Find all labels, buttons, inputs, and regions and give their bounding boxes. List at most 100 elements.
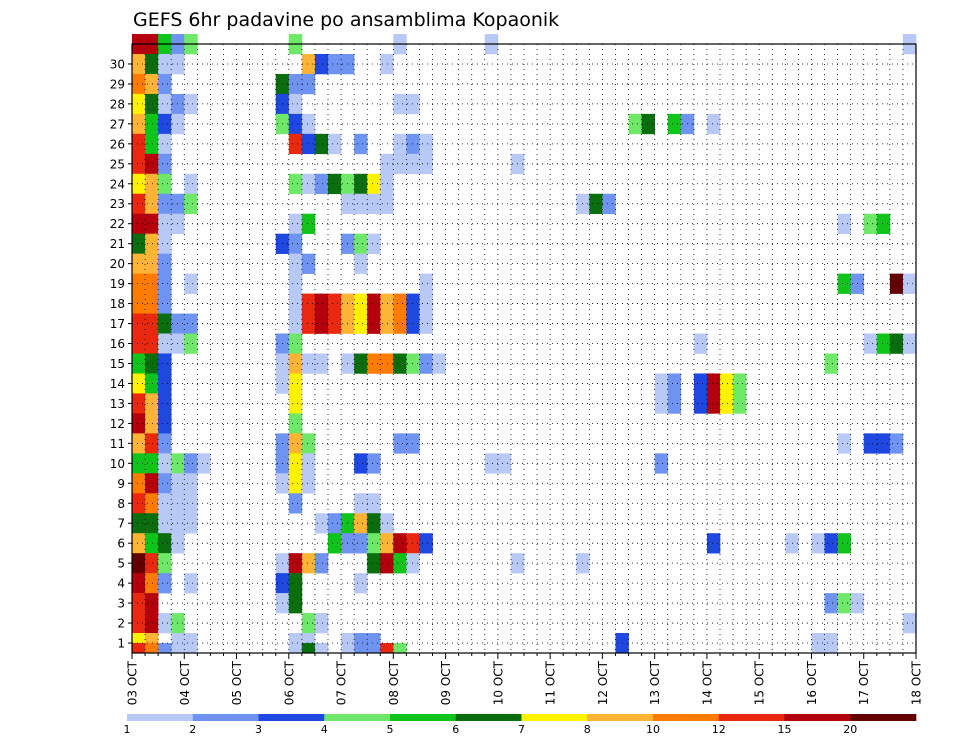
x-tick-label: 14 OCT bbox=[700, 660, 714, 705]
heatmap-cell bbox=[145, 273, 159, 294]
heatmap-cell bbox=[158, 153, 172, 175]
heatmap-cell bbox=[380, 513, 394, 534]
heatmap-cell bbox=[145, 193, 159, 215]
heatmap-cell bbox=[158, 293, 172, 314]
y-tick-label: 17 bbox=[110, 317, 125, 331]
heatmap-cell bbox=[419, 353, 433, 374]
legend-label: 2 bbox=[189, 723, 196, 736]
heatmap-cell bbox=[824, 533, 838, 554]
heatmap-cell bbox=[158, 273, 172, 294]
heatmap-cell bbox=[328, 513, 342, 534]
heatmap-cell bbox=[132, 433, 146, 454]
heatmap-cell bbox=[497, 453, 512, 474]
y-tick-label: 2 bbox=[117, 617, 125, 631]
heatmap-cells bbox=[132, 34, 917, 654]
heatmap-cell bbox=[889, 273, 904, 294]
heatmap-cell bbox=[158, 573, 172, 594]
heatmap-cell bbox=[328, 293, 342, 314]
heatmap-cell bbox=[876, 433, 891, 454]
heatmap-cell bbox=[132, 193, 146, 215]
heatmap-cell bbox=[380, 643, 394, 654]
heatmap-cell bbox=[145, 593, 159, 614]
heatmap-cell bbox=[158, 353, 172, 374]
heatmap-cell bbox=[367, 513, 381, 534]
heatmap-cell bbox=[132, 213, 146, 234]
heatmap-cell bbox=[367, 313, 381, 334]
legend-label: 15 bbox=[778, 723, 792, 736]
heatmap-cell bbox=[406, 313, 420, 334]
legend-label: 7 bbox=[518, 723, 525, 736]
heatmap-cell bbox=[706, 533, 721, 554]
heatmap-cell bbox=[367, 453, 381, 474]
heatmap-cell bbox=[158, 413, 172, 434]
grid-lines bbox=[132, 44, 916, 653]
heatmap-cell bbox=[184, 473, 198, 494]
heatmap-cell bbox=[876, 213, 891, 234]
heatmap-cell bbox=[132, 233, 146, 254]
heatmap-cell bbox=[693, 393, 708, 414]
heatmap-cell bbox=[393, 553, 407, 574]
heatmap-cell bbox=[158, 433, 172, 454]
y-tick-label: 15 bbox=[110, 357, 125, 371]
y-tick-label: 25 bbox=[110, 157, 125, 171]
heatmap-cell bbox=[145, 353, 159, 374]
heatmap-cell bbox=[837, 213, 851, 234]
legend-label: 4 bbox=[321, 723, 328, 736]
y-tick-label: 14 bbox=[110, 377, 125, 391]
legend-label: 12 bbox=[712, 723, 726, 736]
heatmap-cell bbox=[145, 73, 159, 95]
heatmap-cell bbox=[837, 273, 851, 294]
heatmap-cell bbox=[602, 193, 616, 215]
heatmap-cell bbox=[288, 393, 303, 414]
legend-swatch bbox=[324, 714, 391, 721]
heatmap-cell bbox=[314, 173, 329, 195]
heatmap-cell bbox=[354, 173, 368, 195]
y-tick-label: 10 bbox=[110, 457, 125, 471]
legend-swatch bbox=[521, 714, 588, 721]
heatmap-cell bbox=[184, 333, 198, 354]
heatmap-cell bbox=[419, 133, 433, 155]
heatmap-cell bbox=[197, 453, 211, 474]
heatmap-cell bbox=[145, 613, 159, 634]
heatmap-cell bbox=[184, 173, 198, 195]
x-tick-label: 04 OCT bbox=[178, 660, 192, 705]
heatmap-cell bbox=[367, 633, 381, 654]
heatmap-cell bbox=[145, 133, 159, 155]
heatmap-cell bbox=[301, 433, 316, 454]
heatmap-cell bbox=[380, 313, 394, 334]
heatmap-cell bbox=[301, 173, 316, 195]
heatmap-cell bbox=[367, 233, 381, 254]
y-tick-label: 26 bbox=[110, 137, 125, 151]
heatmap-cell bbox=[145, 53, 159, 75]
heatmap-cell bbox=[132, 513, 146, 534]
heatmap-cell bbox=[824, 593, 838, 614]
heatmap-cell bbox=[301, 453, 316, 474]
heatmap-cell bbox=[145, 373, 159, 394]
heatmap-cell bbox=[406, 93, 420, 115]
heatmap-cell bbox=[184, 313, 198, 334]
heatmap-cell bbox=[328, 53, 342, 75]
y-axis: 1234567891011121314151617181920212223242… bbox=[110, 57, 132, 651]
x-tick-label: 16 OCT bbox=[805, 660, 819, 705]
heatmap-cell bbox=[654, 393, 669, 414]
heatmap-cell bbox=[628, 113, 642, 135]
heatmap-cell bbox=[314, 313, 329, 334]
heatmap-cell bbox=[132, 453, 146, 474]
heatmap-cell bbox=[589, 193, 603, 215]
heatmap-cell bbox=[132, 393, 146, 414]
heatmap-cell bbox=[367, 553, 381, 574]
heatmap-cell bbox=[484, 453, 499, 474]
x-tick-label: 13 OCT bbox=[648, 660, 662, 705]
heatmap-cell bbox=[158, 253, 172, 274]
heatmap-cell bbox=[380, 533, 394, 554]
heatmap-cell bbox=[145, 573, 159, 594]
heatmap-cell bbox=[354, 513, 368, 534]
legend-swatch bbox=[455, 714, 522, 721]
heatmap-cell bbox=[419, 273, 433, 294]
heatmap-cell bbox=[733, 373, 747, 394]
heatmap-cell bbox=[132, 473, 146, 494]
heatmap-cell bbox=[406, 353, 420, 374]
heatmap-cell bbox=[393, 643, 407, 654]
heatmap-cell bbox=[288, 173, 303, 195]
heatmap-cell bbox=[367, 493, 381, 514]
